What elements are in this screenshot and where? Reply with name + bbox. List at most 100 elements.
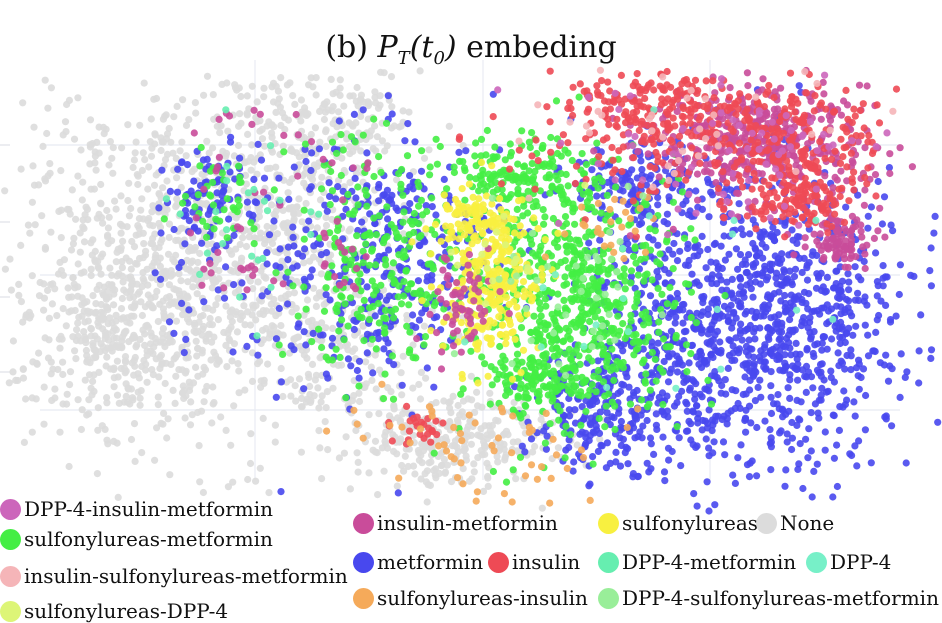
point-sulfonylureas-metformin (589, 381, 596, 388)
point-metformin (889, 365, 896, 372)
point-sulfonylureas-metformin (478, 353, 485, 360)
point-metformin (814, 340, 821, 347)
point-none (243, 243, 250, 250)
point-metformin (675, 393, 682, 400)
point-metformin (729, 472, 736, 479)
point-none (32, 221, 39, 228)
point-none (118, 305, 125, 312)
point-none (94, 427, 101, 434)
point-none (29, 394, 36, 401)
point-none (255, 278, 262, 285)
point-metformin (897, 261, 904, 268)
point-metformin (429, 203, 436, 210)
point-metformin (781, 351, 788, 358)
point-sulfonylureas-metformin (575, 237, 582, 244)
point-none (2, 266, 9, 273)
point-metformin (791, 296, 798, 303)
point-sulfonylureas-metformin (368, 248, 375, 255)
point-none (68, 307, 75, 314)
point-none (409, 385, 416, 392)
point-sulfonylureas-metformin (388, 270, 395, 277)
point-none (473, 389, 480, 396)
point-metformin (831, 378, 838, 385)
point-none (267, 122, 274, 129)
point-none (270, 98, 277, 105)
point-sulfonylureas-metformin (688, 314, 695, 321)
point-metformin (383, 297, 390, 304)
point-none (66, 463, 73, 470)
point-none (71, 136, 78, 143)
point-none (184, 278, 191, 285)
point-sulfonylureas-metformin (466, 174, 473, 181)
point-sulfonylureas-metformin (382, 307, 389, 314)
point-none (124, 121, 131, 128)
point-sulfonylureas-metformin (507, 140, 514, 147)
point-metformin (596, 237, 603, 244)
point-none (381, 438, 388, 445)
point-metformin (809, 493, 816, 500)
point-metformin (404, 120, 411, 127)
point-sulfonylureas-metformin (418, 197, 425, 204)
point-metformin (698, 351, 705, 358)
point-metformin (441, 176, 448, 183)
point-none (67, 368, 74, 375)
point-none (130, 334, 137, 341)
point-none (422, 375, 429, 382)
point-none (141, 156, 148, 163)
point-none (294, 334, 301, 341)
point-none (394, 483, 401, 490)
point-sulfonylureas-metformin (613, 365, 620, 372)
point-sulfonylureas-metformin (490, 468, 497, 475)
point-none (150, 96, 157, 103)
point-metformin (773, 343, 780, 350)
point-metformin (851, 442, 858, 449)
point-metformin (683, 400, 690, 407)
point-metformin (757, 347, 764, 354)
point-sulfonylureas-metformin (614, 313, 621, 320)
point-metformin (744, 269, 751, 276)
point-none (182, 414, 189, 421)
point-metformin (246, 211, 253, 218)
point-metformin (757, 313, 764, 320)
point-none (127, 205, 134, 212)
point-none (172, 400, 179, 407)
point-metformin (701, 358, 708, 365)
point-metformin (704, 478, 711, 485)
point-sulfonylureas-metformin (422, 333, 429, 340)
point-sulfonylureas-metformin (381, 371, 388, 378)
point-none (232, 311, 239, 318)
point-none (247, 460, 254, 467)
point-metformin (888, 422, 895, 429)
point-sulfonylureas-metformin (280, 148, 287, 155)
point-none (287, 376, 294, 383)
point-none (51, 285, 58, 292)
point-sulfonylureas-metformin (471, 152, 478, 159)
point-none (141, 330, 148, 337)
point-metformin (699, 233, 706, 240)
point-metformin (776, 429, 783, 436)
point-none (133, 139, 140, 146)
point-sulfonylureas-metformin (351, 207, 358, 214)
point-none (167, 361, 174, 368)
point-none (312, 376, 319, 383)
point-none (291, 101, 298, 108)
point-metformin (236, 155, 243, 162)
point-sulfonylureas-metformin (592, 266, 599, 273)
point-metformin (822, 447, 829, 454)
point-metformin (737, 251, 744, 258)
point-metformin (854, 290, 861, 297)
point-sulfonylureas-metformin (542, 440, 549, 447)
point-none (97, 200, 104, 207)
point-metformin (158, 167, 165, 174)
point-none (158, 236, 165, 243)
point-none (92, 258, 99, 265)
point-none (1, 187, 8, 194)
point-none (203, 383, 210, 390)
point-none (200, 92, 207, 99)
point-metformin (756, 377, 763, 384)
point-none (55, 208, 62, 215)
point-none (30, 124, 37, 131)
point-none (105, 240, 112, 247)
point-none (158, 147, 165, 154)
point-sulfonylureas-metformin (411, 210, 418, 217)
